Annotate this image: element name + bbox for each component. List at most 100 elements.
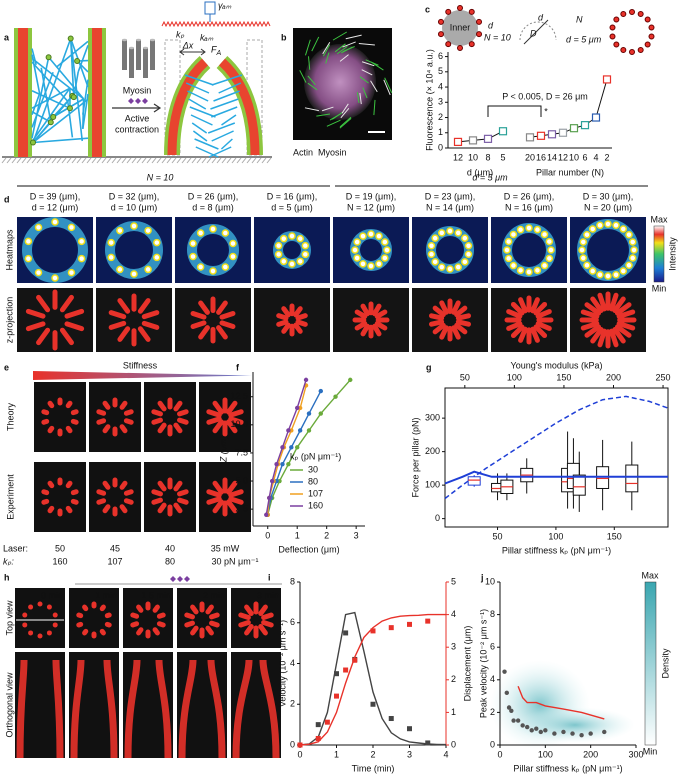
myosin-node (74, 58, 81, 65)
myosin-signal (361, 69, 373, 76)
row-label: z-projection (4, 297, 14, 344)
label: Myosin (318, 147, 347, 157)
actin-fiber (213, 90, 240, 102)
colorbar-label: Density (660, 648, 670, 679)
ground-hatch (241, 157, 247, 164)
pillar-blob (70, 498, 79, 505)
micrograph (34, 462, 86, 532)
pillar-blob (212, 419, 224, 434)
pillar-dot (625, 261, 633, 270)
column-header: d = 8 (μm) (192, 202, 233, 212)
label: kₚ (176, 29, 185, 39)
pillar-blob (82, 628, 89, 636)
pillar-blob (244, 623, 254, 636)
myosin-signal (329, 112, 342, 121)
ground-hatch (251, 157, 257, 164)
pillar-dot (540, 261, 549, 270)
colorbar-label: Min (652, 283, 667, 293)
pillar-blob (198, 300, 210, 315)
data-point (315, 722, 321, 728)
label: Laser: (3, 543, 28, 553)
data-point (297, 742, 303, 748)
pillar-blob (616, 309, 636, 319)
myosin-node (30, 139, 37, 146)
pillar-blob (535, 309, 552, 319)
ground-hatch (136, 157, 142, 164)
pillar-dot (77, 254, 86, 263)
pillar-icon-top (143, 46, 148, 50)
group-label: N = 10 (147, 172, 174, 182)
pillar-blob (123, 409, 134, 416)
subscript: A (216, 50, 222, 57)
pillar-blob (47, 505, 55, 514)
pillar-blob (281, 322, 291, 334)
column-header: d = 10 (μm) (111, 202, 157, 212)
pillar-dot (446, 227, 454, 235)
data-point (334, 671, 339, 677)
pillar-dot (381, 254, 389, 262)
pillar-blob (451, 325, 461, 340)
myosin-signal (370, 61, 384, 71)
colorbar-label: Max (641, 570, 659, 580)
legend-label: 80 (308, 476, 318, 486)
pillar-blob (518, 297, 528, 314)
column-header: D = 39 (μm), (30, 191, 80, 201)
pillar-dot (516, 225, 525, 234)
ground-hatch (36, 157, 42, 164)
actin-fiber (211, 106, 238, 118)
pillar-dot (504, 237, 513, 246)
x-tick-label: 100 (548, 531, 563, 541)
ground-hatch (181, 157, 187, 164)
y-axis-label: Peak velocity (10⁻² μm s⁻¹) (478, 609, 488, 718)
data-point (333, 394, 338, 399)
actin-fiber (194, 138, 219, 150)
ground-hatch (216, 157, 222, 164)
x-tick-label: 100 (507, 372, 522, 382)
data-point (370, 701, 376, 707)
box (547, 130, 557, 139)
myosin-node (45, 54, 52, 61)
y-tick-label: 100 (425, 480, 440, 490)
myosin-signal (299, 70, 307, 83)
pillar-dot (359, 260, 367, 268)
z-projection (412, 288, 488, 352)
actin-fiber (218, 82, 242, 94)
legend-title: kₚ (pN μm⁻¹) (290, 451, 341, 461)
micrograph (199, 462, 251, 532)
x-tick-label: 0 (497, 749, 502, 759)
actin-fiber (32, 38, 72, 143)
micrograph (34, 382, 86, 452)
bent-pillar-core (167, 58, 209, 156)
actin-fiber (82, 98, 85, 129)
myosin-signal (341, 46, 353, 54)
pillar-blob (151, 409, 163, 417)
myosin-signal (359, 76, 369, 84)
myosin-signal (322, 41, 331, 55)
pillar-blob (177, 489, 189, 497)
fit-line (265, 379, 307, 515)
pillar-dot (503, 246, 511, 254)
ground-hatch (91, 157, 97, 164)
x-tick-label: 150 (607, 531, 622, 541)
pillar-dot (583, 261, 591, 270)
pillar-blob (82, 604, 89, 612)
data-point (303, 377, 309, 383)
label: Stiffness (123, 360, 158, 370)
column-header: D = 26 (μm), (504, 191, 554, 201)
pillar-blob (151, 417, 163, 425)
y-tick-label: 200 (425, 446, 440, 456)
pillar-core (92, 28, 102, 157)
pillar-blob (136, 627, 144, 636)
pillar-blob (123, 489, 134, 496)
pillar-blob (616, 321, 636, 331)
pillar-side (155, 659, 172, 759)
annotation: P < 0.005, D = 26 μm (502, 91, 588, 101)
y-tick-label: 5.0 (235, 475, 248, 485)
pillar-blob (360, 303, 370, 317)
pillar-dot (274, 250, 283, 259)
x-axis-label: Pillar number (N) (536, 167, 604, 177)
box (569, 124, 579, 133)
myosin-signal (356, 92, 360, 103)
pillar-blob (580, 309, 600, 319)
myosin-signal (362, 87, 368, 99)
